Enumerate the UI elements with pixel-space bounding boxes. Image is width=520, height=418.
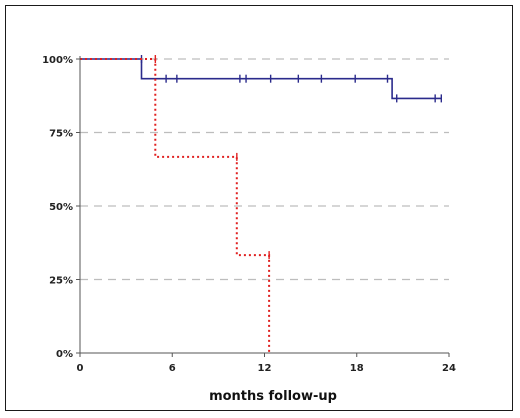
- y-tick-label-100: 100%: [42, 55, 73, 66]
- x-tick-label-24: 24: [442, 363, 456, 374]
- x-tick-label-6: 6: [169, 363, 176, 374]
- axes: [79, 56, 449, 354]
- series-group: [80, 55, 443, 353]
- x-tick-label-18: 18: [350, 363, 364, 374]
- y-tick-label-25: 25%: [49, 276, 73, 287]
- chart-frame: 0% 25% 50% 75% 100% 0 6 12 18 24 months follow-u…: [5, 5, 513, 411]
- x-axis-title: months follow-up: [209, 389, 337, 404]
- x-tick-label-0: 0: [77, 363, 84, 374]
- kaplan-meier-chart: 0% 25% 50% 75% 100% 0 6 12 18 24 months follow-u…: [42, 55, 456, 404]
- y-tick-labels: 0% 25% 50% 75% 100%: [42, 55, 80, 360]
- y-tick-label-75: 75%: [49, 129, 73, 140]
- y-tick-label-0: 0%: [56, 349, 73, 360]
- grid-lines: [80, 58, 449, 281]
- x-tick-label-12: 12: [258, 363, 272, 374]
- x-tick-labels: 0 6 12 18 24: [77, 353, 456, 374]
- y-tick-label-50: 50%: [49, 202, 73, 213]
